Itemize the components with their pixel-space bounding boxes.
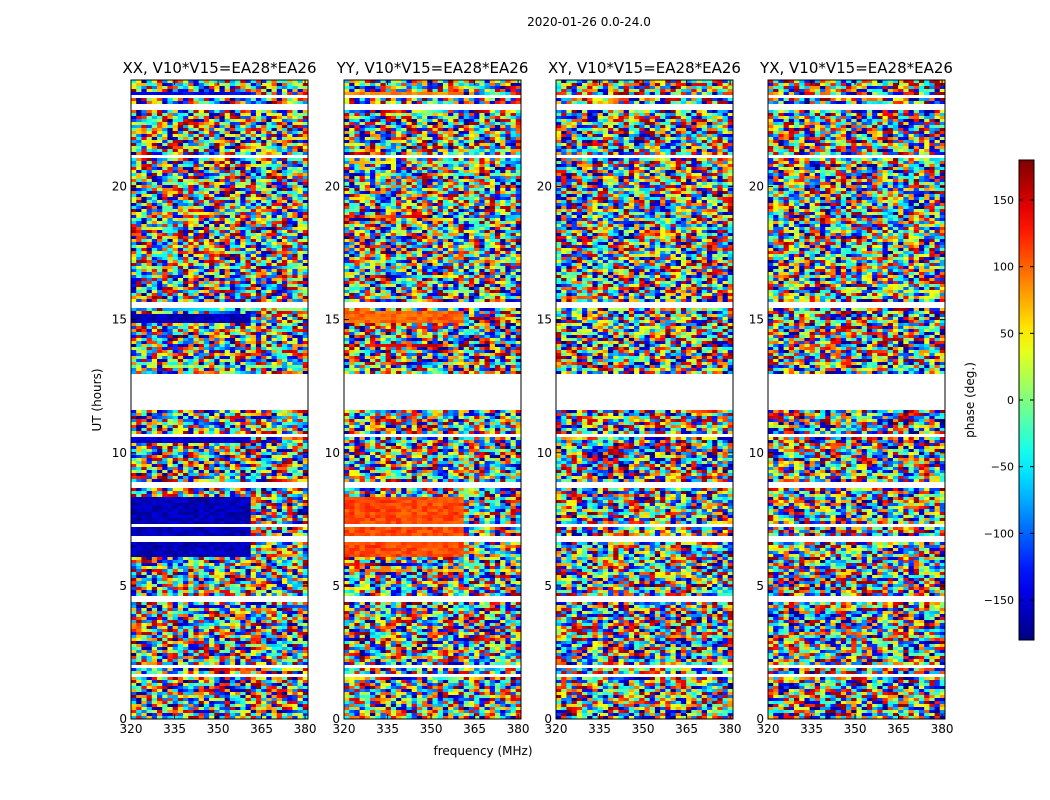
- y-tick-label: 0: [544, 712, 552, 726]
- y-tick-label: 10: [112, 446, 127, 460]
- panel-title: YX, V10*V15=EA28*EA26: [759, 59, 953, 77]
- y-axis-label: UT (hours): [90, 368, 104, 431]
- y-tick-label: 10: [749, 446, 764, 460]
- panel-title: XY, V10*V15=EA28*EA26: [548, 59, 741, 77]
- x-tick-label: 380: [931, 722, 954, 736]
- colorbar-tick-label: −150: [984, 594, 1014, 607]
- x-tick-label: 380: [294, 722, 317, 736]
- y-tick-label: 15: [749, 313, 764, 327]
- x-axis-label: frequency (MHz): [433, 744, 532, 758]
- y-tick-label: 0: [119, 712, 127, 726]
- y-tick-label: 0: [756, 712, 764, 726]
- y-tick-label: 20: [112, 180, 127, 194]
- phase-heatmap: [556, 80, 733, 719]
- y-tick-label: 5: [756, 579, 764, 593]
- y-tick-label: 20: [325, 180, 340, 194]
- y-tick-label: 5: [119, 579, 127, 593]
- x-tick-label: 335: [588, 722, 611, 736]
- x-tick-label: 350: [420, 722, 443, 736]
- colorbar-tick-label: 100: [993, 261, 1014, 274]
- phase-heatmap: [344, 80, 521, 719]
- x-tick-label: 380: [507, 722, 530, 736]
- y-tick-label: 15: [537, 313, 552, 327]
- x-tick-label: 365: [463, 722, 486, 736]
- colorbar-tick-label: −50: [991, 461, 1014, 474]
- panel-title: XX, V10*V15=EA28*EA26: [122, 59, 316, 77]
- x-tick-label: 320: [545, 722, 568, 736]
- y-tick-label: 15: [325, 313, 340, 327]
- x-tick-label: 380: [719, 722, 742, 736]
- x-tick-label: 320: [757, 722, 780, 736]
- x-tick-label: 335: [800, 722, 823, 736]
- x-tick-label: 365: [887, 722, 910, 736]
- colorbar-tick-label: 150: [993, 194, 1014, 207]
- phase-heatmap: [768, 80, 945, 719]
- y-tick-label: 15: [112, 313, 127, 327]
- panels-group: XX, V10*V15=EA28*EA26 320 335 350 365 380 0 5 10…: [112, 59, 954, 736]
- x-tick-label: 350: [207, 722, 230, 736]
- panel-xx: XX, V10*V15=EA28*EA26 320 335 350 365 380 0 5 10…: [112, 59, 317, 736]
- x-tick-label: 350: [632, 722, 655, 736]
- colorbar-tick-label: 0: [1007, 394, 1014, 407]
- colorbar: 150 100 50 0 −50 −100 −150: [984, 159, 1035, 641]
- y-tick-label: 5: [332, 579, 340, 593]
- panel-yx: YX, V10*V15=EA28*EA26 320 335 350 365 380 0 5 10…: [749, 59, 954, 736]
- y-tick-label: 20: [749, 180, 764, 194]
- plot-frame: [767, 79, 946, 720]
- colorbar-tick-label: −100: [984, 527, 1014, 540]
- plot-frame: [555, 79, 734, 720]
- y-tick-label: 10: [325, 446, 340, 460]
- y-tick-label: 0: [332, 712, 340, 726]
- x-tick-label: 335: [163, 722, 186, 736]
- x-tick-label: 320: [333, 722, 356, 736]
- x-tick-label: 365: [250, 722, 273, 736]
- y-tick-label: 10: [537, 446, 552, 460]
- colorbar-tick-label: 50: [1000, 327, 1014, 340]
- panel-title: YY, V10*V15=EA28*EA26: [336, 59, 529, 77]
- y-tick-label: 5: [544, 579, 552, 593]
- figure-suptitle: 2020-01-26 0.0-24.0: [527, 15, 651, 29]
- colorbar-label: phase (deg.): [963, 362, 977, 438]
- x-tick-label: 350: [844, 722, 867, 736]
- y-tick-label: 20: [537, 180, 552, 194]
- x-tick-label: 365: [675, 722, 698, 736]
- phase-heatmap: [131, 80, 308, 719]
- plot-frame: [343, 79, 522, 720]
- x-tick-label: 335: [376, 722, 399, 736]
- plot-frame: [130, 79, 309, 720]
- panel-yy: YY, V10*V15=EA28*EA26 320 335 350 365 380 0 5 10…: [325, 59, 530, 736]
- x-tick-label: 320: [120, 722, 143, 736]
- panel-xy: XY, V10*V15=EA28*EA26 320 335 350 365 380 0 5 10…: [537, 59, 742, 736]
